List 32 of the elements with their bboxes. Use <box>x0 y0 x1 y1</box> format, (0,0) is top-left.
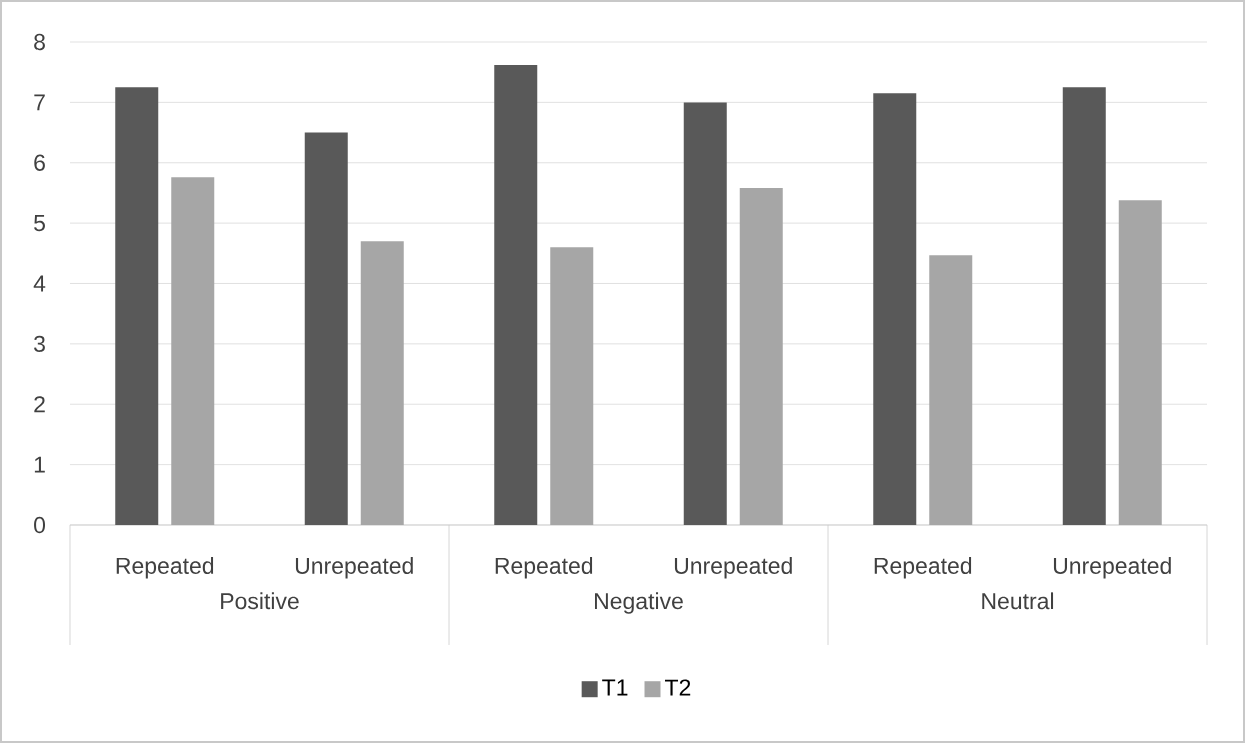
y-tick-label: 0 <box>34 516 46 534</box>
x-tick-label: Unrepeated <box>674 557 792 579</box>
y-tick-label: 3 <box>34 335 45 353</box>
bar <box>171 177 215 525</box>
y-tick-label: 5 <box>34 215 45 232</box>
bar <box>739 188 783 525</box>
bar <box>1062 87 1106 525</box>
x-tick-label: Repeated <box>116 557 214 579</box>
bar <box>683 102 727 525</box>
x-tick-label: Repeated <box>874 557 972 579</box>
legend-label: T1 <box>602 679 628 696</box>
y-tick-label: 6 <box>34 154 45 171</box>
bar <box>494 64 538 525</box>
text: Negative <box>595 592 683 614</box>
y-tick-label: 8 <box>34 33 45 51</box>
bar <box>1118 200 1162 525</box>
y-tick-label: 4 <box>33 275 46 292</box>
y-tick-label: 1 <box>34 456 45 473</box>
bar <box>304 132 348 525</box>
y-tick-label: 2 <box>34 396 45 413</box>
x-tick-label: Unrepeated <box>295 557 413 579</box>
y-tick-label: 7 <box>34 94 45 111</box>
x-tick-label: Repeated <box>495 557 593 579</box>
bar <box>550 247 594 525</box>
bar <box>360 241 404 525</box>
text: Positive <box>221 592 299 610</box>
legend-label: T2 <box>665 679 691 696</box>
bar <box>929 255 973 525</box>
bar <box>115 87 159 525</box>
text: Neutral <box>982 592 1054 610</box>
x-tick-label: Unrepeated <box>1053 557 1171 579</box>
bar <box>873 93 917 525</box>
